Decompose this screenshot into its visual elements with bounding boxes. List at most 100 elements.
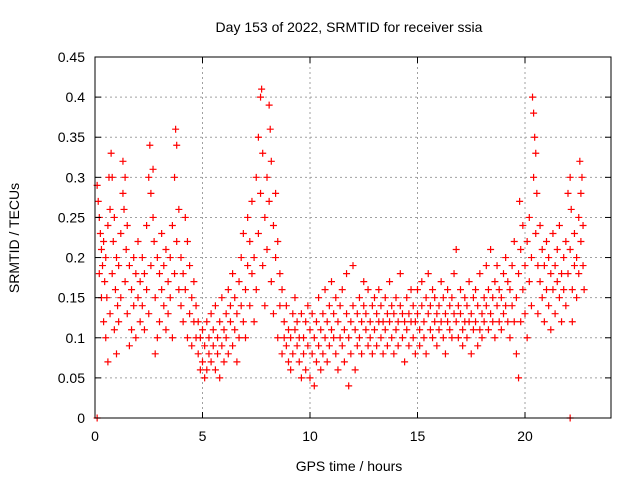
data-point (211, 302, 219, 310)
data-point (463, 334, 471, 342)
data-point (136, 278, 144, 286)
data-point (358, 318, 366, 326)
data-point (366, 318, 374, 326)
data-point (529, 93, 537, 101)
data-point (132, 334, 140, 342)
data-point (199, 326, 206, 334)
data-point (218, 342, 226, 350)
data-point (325, 302, 333, 310)
data-point (166, 254, 174, 262)
data-point (122, 246, 130, 254)
data-point (433, 342, 441, 350)
data-point (495, 286, 503, 294)
data-point (194, 318, 202, 326)
data-point (414, 286, 421, 294)
data-point (377, 302, 385, 310)
data-point (246, 302, 254, 310)
data-point (175, 286, 183, 294)
data-point (183, 334, 191, 342)
data-point (579, 221, 587, 229)
data-point (353, 310, 361, 318)
data-point (416, 326, 424, 334)
data-point (325, 342, 333, 350)
data-point (360, 302, 368, 310)
data-point (424, 310, 432, 318)
data-point (366, 334, 374, 342)
data-point (177, 254, 185, 262)
data-point (516, 197, 524, 205)
data-point (521, 310, 529, 318)
data-point (188, 294, 196, 302)
data-point (96, 229, 104, 237)
y-tick-label: 0.4 (66, 89, 86, 105)
data-point (547, 326, 555, 334)
data-point (233, 310, 241, 318)
data-point (446, 326, 454, 334)
data-point (340, 326, 348, 334)
data-point (244, 262, 252, 270)
data-point (396, 270, 404, 278)
data-point (310, 382, 318, 390)
data-point (536, 278, 544, 286)
data-point (381, 326, 389, 334)
axis-ticks: 0 0.05 0.1 0.15 0.2 0.25 0.3 0.35 0.4 0.45 0 5 10 15 2… (58, 49, 611, 444)
data-point (190, 278, 198, 286)
data-point (138, 254, 146, 262)
data-point (577, 189, 585, 197)
data-point (239, 229, 247, 237)
x-tick-label: 5 (199, 428, 207, 444)
data-point (319, 310, 327, 318)
data-point (364, 342, 372, 350)
data-point (553, 278, 561, 286)
data-point (580, 286, 588, 294)
data-point (373, 342, 381, 350)
data-point (252, 286, 260, 294)
data-point (123, 310, 131, 318)
data-point (515, 270, 523, 278)
data-point (229, 270, 237, 278)
data-point (515, 374, 523, 382)
data-point (474, 342, 482, 350)
data-point (272, 254, 280, 262)
data-point (103, 294, 111, 302)
data-point (403, 294, 411, 302)
data-point (302, 366, 310, 374)
data-point (409, 302, 417, 310)
data-point (203, 366, 211, 374)
data-point (205, 350, 213, 358)
data-point (216, 318, 224, 326)
data-point (420, 334, 428, 342)
data-point (128, 286, 136, 294)
data-point (321, 334, 329, 342)
data-point (523, 334, 531, 342)
data-point (575, 213, 583, 221)
data-point (226, 318, 234, 326)
data-point (349, 302, 357, 310)
data-point (104, 221, 112, 229)
data-point (566, 173, 574, 181)
data-point (334, 318, 342, 326)
data-point (467, 350, 475, 358)
data-point (448, 334, 456, 342)
data-point (218, 294, 226, 302)
data-point (263, 173, 271, 181)
data-point (115, 262, 123, 270)
data-point (383, 342, 391, 350)
data-point (551, 310, 559, 318)
data-point (338, 286, 346, 294)
data-point (207, 310, 215, 318)
data-point (560, 286, 568, 294)
data-point (297, 374, 305, 382)
data-point (508, 302, 516, 310)
data-point (183, 238, 191, 246)
data-point (330, 310, 338, 318)
data-point (558, 270, 566, 278)
data-point (530, 109, 538, 117)
data-point (259, 149, 267, 157)
data-point (465, 278, 473, 286)
data-point (536, 221, 544, 229)
data-point (482, 262, 490, 270)
data-point (254, 133, 262, 141)
data-point (480, 294, 488, 302)
data-point (101, 278, 109, 286)
